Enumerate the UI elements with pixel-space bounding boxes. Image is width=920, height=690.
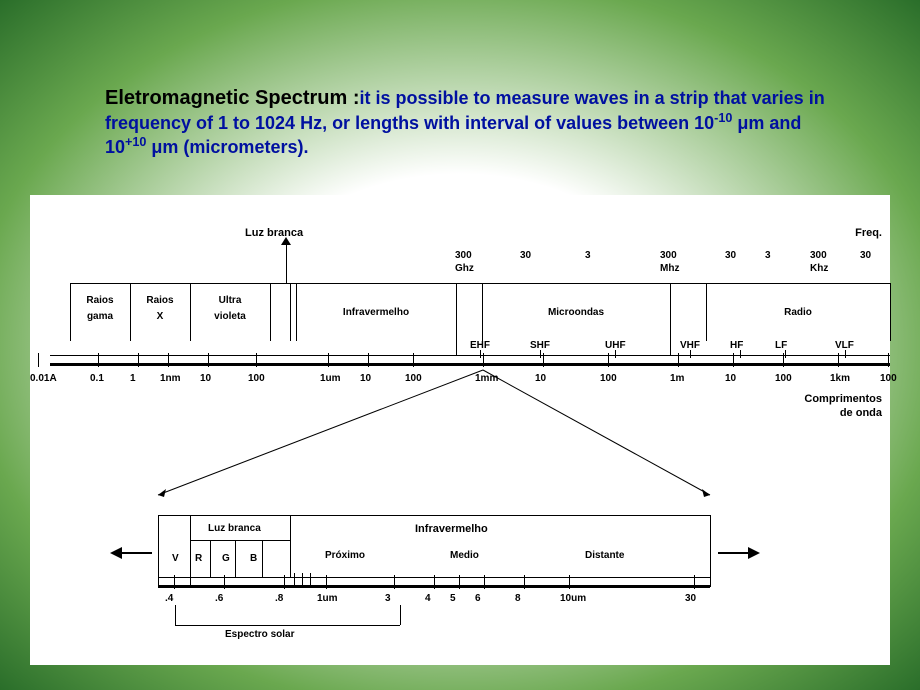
detail-tick: 5 [450,593,456,604]
detail-medio: Medio [450,550,479,561]
detail-tick-mark [694,575,695,589]
detail-tick-mark [394,575,395,589]
espectro-right [400,605,401,625]
detail-sep-1 [190,573,191,585]
title-sup2: +10 [125,137,146,157]
slide: Eletromagnetic Spectrum :it is possible … [0,0,920,690]
vrgb-label: V [172,553,179,564]
detail-minor-3 [310,573,311,585]
detail-tick-mark [326,575,327,589]
detail-luz-right [290,515,291,577]
detail-right-border [710,515,711,587]
title-block: Eletromagnetic Spectrum :it is possible … [105,86,825,159]
detail-distante: Distante [585,550,624,561]
espectro-left [175,605,176,625]
detail-tick-mark [569,575,570,589]
detail-tick: 30 [685,593,696,604]
detail-tick: 3 [385,593,391,604]
detail-tick-mark [284,575,285,589]
detail-luz-label: Luz branca [208,523,261,534]
detail-tick-mark [484,575,485,589]
detail-top-line [158,515,710,516]
title-heading: Eletromagnetic Spectrum : [105,87,360,109]
detail-tick: 10um [560,593,586,604]
detail-sep-G [235,540,236,577]
detail-tick: .6 [215,593,223,604]
detail-tick: 8 [515,593,521,604]
detail-left-border [158,515,159,587]
detail-sep-R [210,540,211,577]
espectro-bottom [175,625,400,626]
projection-lines [30,195,890,665]
detail-tick-mark [174,575,175,589]
detail-tick-mark [524,575,525,589]
detail-sep-B [262,540,263,577]
espectro-label: Espectro solar [225,629,294,640]
title-sup1: -10 [714,113,732,133]
band-border [890,283,891,341]
vrgb-label: B [250,553,257,564]
detail-tick: .8 [275,593,283,604]
vrgb-label: R [195,553,202,564]
title-body-3: μm (micrometers). [146,137,308,157]
detail-tick: 4 [425,593,431,604]
detail-ir-label: Infravermelho [415,523,488,535]
detail-minor-2 [302,573,303,585]
detail-tick-mark [459,575,460,589]
detail-tick-mark [224,575,225,589]
detail-luz-mid [190,540,290,541]
detail-minor-1 [294,573,295,585]
detail-luz-left [190,515,191,577]
detail-proximo: Próximo [325,550,365,561]
spectrum-diagram: Freq. Luz branca 300Ghz303300Mhz303300Kh… [30,195,890,665]
detail-tick: 6 [475,593,481,604]
vrgb-label: G [222,553,230,564]
detail-tick-mark [434,575,435,589]
detail-tick: .4 [165,593,173,604]
detail-tick: 1um [317,593,338,604]
